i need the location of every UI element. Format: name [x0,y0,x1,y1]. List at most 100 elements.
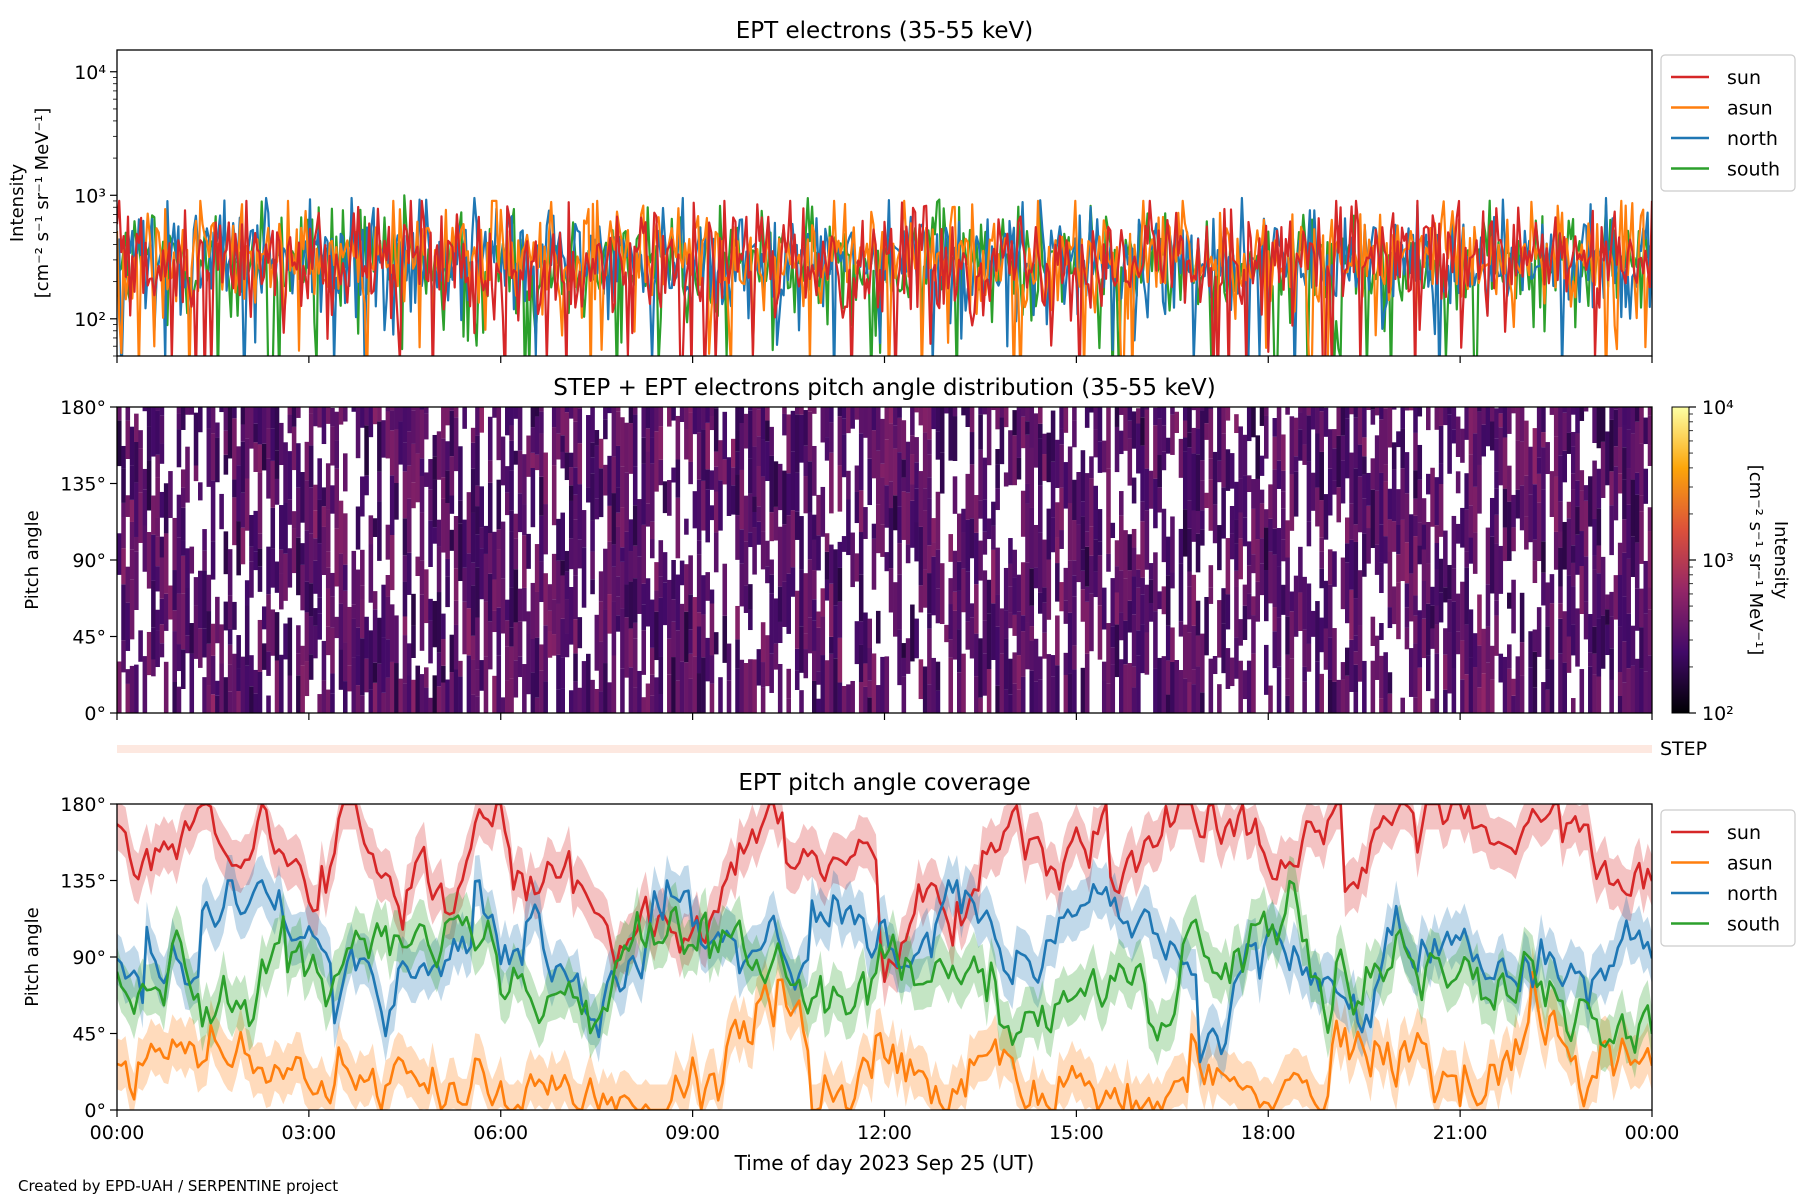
heatmap-cell [1029,626,1035,641]
heatmap-cell [330,627,335,674]
heatmap-cell [654,677,659,713]
heatmap-cell [573,619,578,654]
heatmap-cell [1182,624,1188,679]
heatmap-cell [684,662,689,713]
heatmap-cell [236,668,241,692]
heatmap-cell [1008,694,1013,713]
heatmap-cell [671,621,676,658]
heatmap-cell [1613,575,1619,620]
heatmap-cell [786,473,791,516]
heatmap-cell [1144,584,1150,633]
heatmap-cell [1400,697,1405,713]
heatmap-cell [313,538,318,561]
heatmap-cell [436,519,442,547]
heatmap-cell [1345,418,1350,479]
heatmap-cell [1008,586,1013,613]
coverage-line-sun [117,804,1652,984]
heatmap-cell [134,536,139,552]
heatmap-cell [1575,407,1580,434]
heatmap-cell [202,677,207,713]
heatmap-cell [684,611,689,663]
heatmap-cell [325,626,331,656]
heatmap-cell [342,564,348,591]
heatmap-cell [1110,578,1116,627]
heatmap-cell [952,591,958,611]
heatmap-cell [1558,603,1563,619]
heatmap-cell [1558,586,1563,604]
heatmap-cell [769,426,774,456]
heatmap-cell [1170,627,1175,662]
heatmap-cell [867,618,872,649]
heatmap-cell [1093,539,1098,572]
heatmap-cell [198,570,203,629]
legend-label-south: south [1727,914,1780,936]
heatmap-cell [1055,502,1060,538]
heatmap-cell [956,672,962,713]
heatmap-cell [436,592,442,653]
heatmap-cell [1234,543,1239,571]
heatmap-cell [560,435,565,452]
heatmap-cell [671,559,676,600]
heatmap-cell [313,560,318,594]
heatmap-cell [134,551,139,611]
heatmap-cell [1012,614,1017,636]
heatmap-cell [782,407,787,414]
heatmap-cell [317,694,322,713]
heatmap-cell [1579,490,1585,532]
heatmap-cell [360,585,365,600]
heatmap-cell [159,443,165,464]
heatmap-cell [645,683,651,713]
heatmap-cell [743,541,749,586]
heatmap-cell [1153,611,1158,669]
heatmap-cell [1626,429,1631,469]
heatmap-cell [999,417,1005,465]
heatmap-cell [875,685,881,713]
heatmap-cell [1468,537,1474,564]
heatmap-cell [509,510,514,532]
heatmap-cell [1366,472,1371,506]
heatmap-cell [253,423,258,443]
heatmap-cell [487,460,493,483]
heatmap-cell [1489,497,1495,537]
heatmap-cell [1588,666,1593,713]
heatmap-cell [227,595,233,629]
heatmap-cell [1020,631,1026,677]
heatmap-cell [411,593,416,626]
heatmap-cell [296,653,301,676]
heatmap-cell [432,675,438,713]
heatmap-cell [372,682,378,713]
heatmap-cell [330,596,335,628]
heatmap-cell [296,487,301,538]
heatmap-cell [1634,472,1640,495]
heatmap-cell [539,561,544,603]
heatmap-cell [176,686,182,713]
heatmap-cell [1451,668,1457,713]
panel1-xticks [116,356,1653,363]
heatmap-cell [905,492,911,545]
heatmap-cell [1012,549,1017,578]
heatmap-cell [227,628,233,645]
heatmap-cell [1114,624,1120,678]
heatmap-cell [1016,611,1022,656]
heatmap-cell [739,529,745,564]
heatmap-cell [1379,407,1384,420]
heatmap-cell [330,426,335,466]
heatmap-cell [1494,471,1499,489]
heatmap-cell [1515,656,1521,713]
heatmap-cell [1123,578,1128,621]
heatmap-cell [1268,518,1273,552]
heatmap-cell [1016,574,1022,612]
heatmap-cell [1225,538,1231,595]
heatmap-cell [794,590,800,649]
heatmap-cell [1204,596,1209,656]
heatmap-cell [607,407,612,414]
heatmap-cell [556,433,561,460]
heatmap-cell [594,614,600,671]
heatmap-cell [1592,626,1597,654]
heatmap-cell [594,498,600,520]
heatmap-cell [935,431,941,460]
heatmap-cell [325,407,331,424]
heatmap-cell [1315,601,1320,662]
heatmap-cell [146,532,152,589]
heatmap-cell [731,438,736,468]
